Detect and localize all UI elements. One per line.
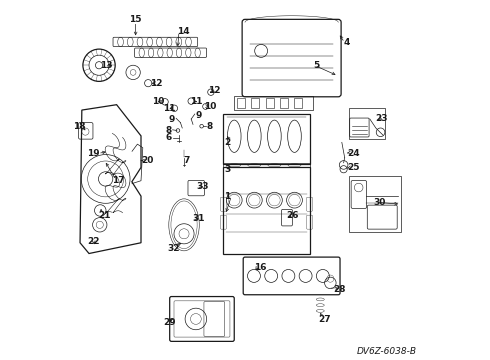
Text: 11: 11 xyxy=(164,104,176,113)
Text: 12: 12 xyxy=(150,79,163,88)
Text: 26: 26 xyxy=(287,211,299,220)
Text: 28: 28 xyxy=(333,285,345,294)
Text: 24: 24 xyxy=(347,149,360,158)
Text: 29: 29 xyxy=(163,318,176,327)
Text: 13: 13 xyxy=(99,61,112,70)
Text: 8: 8 xyxy=(206,122,212,131)
Text: 18: 18 xyxy=(73,122,85,131)
Text: 16: 16 xyxy=(254,264,266,273)
Text: 14: 14 xyxy=(177,27,190,36)
Text: 27: 27 xyxy=(318,315,331,324)
Text: 33: 33 xyxy=(197,181,209,190)
Text: 5: 5 xyxy=(314,61,320,70)
Text: 32: 32 xyxy=(168,244,180,253)
Text: 31: 31 xyxy=(193,214,205,223)
Text: 2: 2 xyxy=(224,138,230,147)
Text: 17: 17 xyxy=(113,176,125,185)
Text: 23: 23 xyxy=(376,114,388,123)
Text: 25: 25 xyxy=(347,163,360,172)
Text: 10: 10 xyxy=(152,97,165,106)
Text: 22: 22 xyxy=(87,237,99,246)
Text: 21: 21 xyxy=(98,211,111,220)
Text: 9: 9 xyxy=(196,111,202,120)
Text: 15: 15 xyxy=(129,15,142,24)
Text: 9: 9 xyxy=(169,115,175,124)
Text: 30: 30 xyxy=(373,198,386,207)
Text: 7: 7 xyxy=(184,156,190,165)
Text: DV6Z-6038-B: DV6Z-6038-B xyxy=(357,347,417,356)
Text: 20: 20 xyxy=(141,156,154,165)
Text: 19: 19 xyxy=(87,149,99,158)
Text: 8: 8 xyxy=(166,126,171,135)
Text: 1: 1 xyxy=(224,192,230,201)
Text: 11: 11 xyxy=(190,97,203,106)
Text: 3: 3 xyxy=(224,165,230,174)
Text: 4: 4 xyxy=(344,38,350,47)
Text: 10: 10 xyxy=(204,102,216,111)
Text: 12: 12 xyxy=(208,86,221,95)
Text: 6: 6 xyxy=(166,133,171,142)
